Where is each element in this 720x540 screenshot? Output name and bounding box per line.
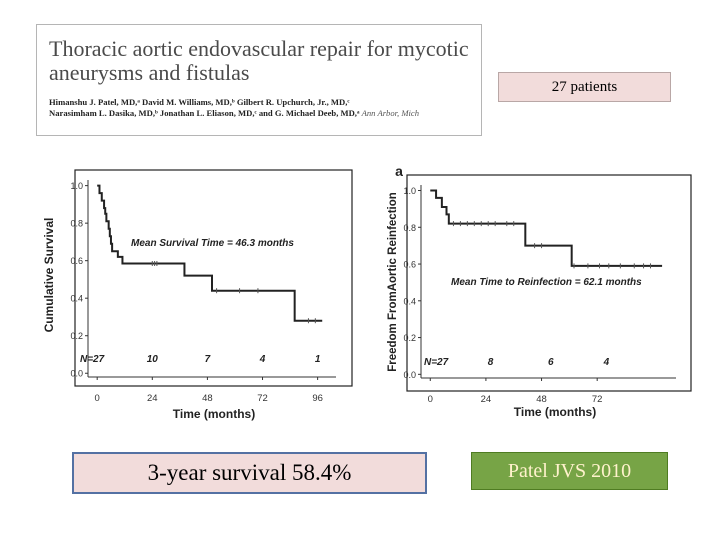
- reinfection-y-label: Freedom FromAortic Reinfection: [387, 192, 399, 372]
- survival-summary-box: 3-year survival 58.4%: [72, 452, 427, 494]
- reinfection-x-tick-label: 0: [428, 394, 433, 405]
- reinfection-x-tick-label: 72: [592, 394, 603, 405]
- survival-x-tick-label: 96: [312, 393, 323, 404]
- survival-at-risk-count: 7: [205, 354, 211, 365]
- authors-line-1: Himanshu J. Patel, MD,ᵃ David M. William…: [49, 97, 350, 107]
- survival-y-tick-label: 1.0: [70, 181, 83, 191]
- survival-x-tick-label: 24: [147, 393, 158, 404]
- survival-x-tick-label: 72: [257, 393, 268, 404]
- reinfection-annotation: Mean Time to Reinfection = 62.1 months: [451, 277, 642, 288]
- survival-at-risk-count: 4: [259, 354, 266, 365]
- survival-at-risk-count: 10: [147, 354, 159, 365]
- reinfection-at-risk-count: 6: [548, 357, 554, 368]
- survival-chart-frame: [74, 169, 353, 387]
- survival-y-tick-label: 0.2: [70, 331, 83, 341]
- survival-chart: 0.0 0.2 0.4 0.6 0.8 1.0 0 24 48 72 96 Mean Surviv…: [42, 169, 353, 421]
- survival-risk-label: N=27: [80, 354, 105, 365]
- survival-y-tick-label: 0.8: [70, 219, 83, 229]
- citation-box: Patel JVS 2010: [471, 452, 668, 490]
- affiliation: Ann Arbor, Mich: [361, 108, 419, 118]
- survival-y-tick-label: 0.0: [70, 369, 83, 379]
- survival-y-label: Cumulative Survival: [42, 218, 56, 333]
- reinfection-x-tick-label: 24: [481, 394, 492, 405]
- survival-x-tick-label: 0: [95, 393, 100, 404]
- authors-line-2: Narasimham L. Dasika, MD,ᵇ Jonathan L. E…: [49, 108, 479, 119]
- paper-title: Thoracic aortic endovascular repair for …: [49, 36, 469, 85]
- reinfection-y-tick-label: 0.4: [403, 296, 416, 306]
- survival-at-risk-count: 1: [315, 354, 321, 365]
- reinfection-y-tick-label: 1.0: [403, 186, 416, 196]
- survival-x-tick-label: 48: [202, 393, 213, 404]
- reinfection-panel-label: a: [395, 163, 403, 179]
- reinfection-chart-frame: [406, 174, 692, 392]
- reinfection-at-risk-count: 8: [488, 357, 494, 368]
- reinfection-at-risk-count: 4: [603, 357, 610, 368]
- reinfection-y-tick-label: 0.8: [403, 223, 416, 233]
- reinfection-curve: [430, 189, 663, 267]
- authors-line-2-text: Narasimham L. Dasika, MD,ᵇ Jonathan L. E…: [49, 108, 360, 118]
- reinfection-x-tick-label: 48: [536, 394, 547, 405]
- patients-box: 27 patients: [498, 72, 671, 102]
- survival-curve: [97, 184, 323, 322]
- reinfection-x-label: Time (months): [514, 405, 596, 419]
- reinfection-y-tick-label: 0.6: [403, 260, 416, 270]
- paper-header-box: Thoracic aortic endovascular repair for …: [36, 24, 482, 136]
- survival-x-label: Time (months): [173, 407, 255, 421]
- paper-authors: Himanshu J. Patel, MD,ᵃ David M. William…: [49, 97, 479, 119]
- survival-y-tick-label: 0.4: [70, 294, 83, 304]
- reinfection-y-tick-label: 0.2: [403, 333, 416, 343]
- reinfection-y-tick-label: 0.0: [403, 370, 416, 380]
- survival-annotation: Mean Survival Time = 46.3 months: [131, 238, 294, 249]
- reinfection-chart: 0.00.20.40.60.81.0 0 24 48 72 a Mean Time t…: [387, 163, 692, 419]
- reinfection-risk-label: N=27: [424, 357, 449, 368]
- survival-y-tick-label: 0.6: [70, 256, 83, 266]
